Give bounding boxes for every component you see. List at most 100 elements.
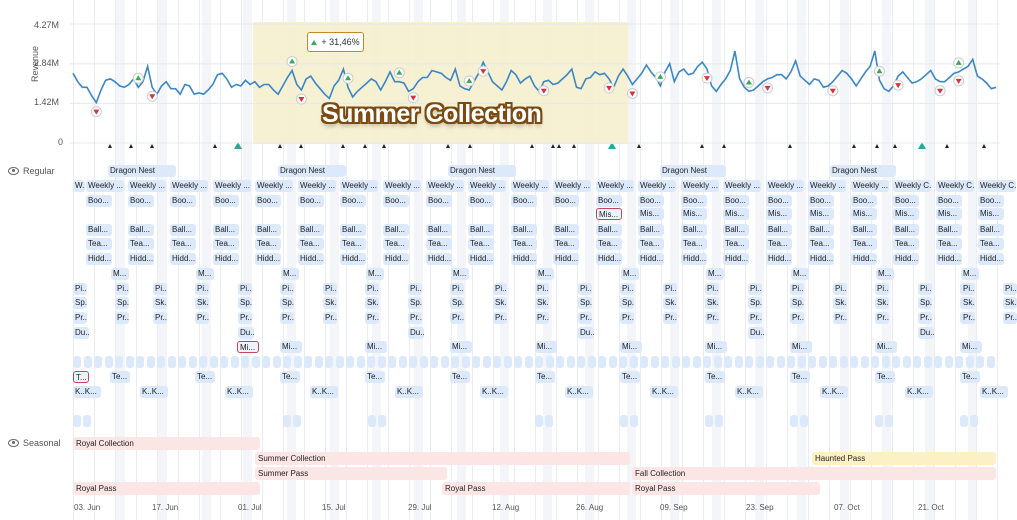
event-pill[interactable]: Pr... xyxy=(875,312,889,324)
event-pill[interactable]: Hidd... xyxy=(340,253,366,265)
event-marker[interactable] xyxy=(875,144,879,148)
event-pill[interactable]: Sk... xyxy=(833,297,847,309)
event-pill[interactable]: Weekly ... xyxy=(86,180,124,192)
event-pill[interactable] xyxy=(944,356,953,368)
event-pill[interactable] xyxy=(188,356,197,368)
event-pill[interactable]: Sk... xyxy=(323,297,337,309)
event-pill[interactable]: Tea... xyxy=(86,238,112,250)
event-pill[interactable]: Pi... xyxy=(875,283,889,295)
event-pill[interactable]: Boo... xyxy=(298,195,324,207)
event-pill[interactable]: Pr... xyxy=(73,312,87,324)
event-pill[interactable]: Pi... xyxy=(365,283,379,295)
event-marker[interactable] xyxy=(893,144,897,148)
event-pill[interactable] xyxy=(293,356,302,368)
event-pill[interactable]: Pr... xyxy=(918,312,932,324)
seasonal-bar[interactable]: Royal Pass xyxy=(73,482,260,495)
event-pill[interactable] xyxy=(839,356,848,368)
event-pill[interactable]: Ball... xyxy=(596,224,622,236)
event-pill[interactable]: Sk... xyxy=(705,297,719,309)
event-pill[interactable] xyxy=(577,356,585,368)
event-marker[interactable] xyxy=(108,144,112,148)
event-pill[interactable]: Mi... xyxy=(790,341,812,353)
event-pill[interactable]: Pi... xyxy=(195,283,209,295)
event-pill[interactable]: Boo... xyxy=(851,195,877,207)
event-pill[interactable]: K..K... xyxy=(225,386,253,398)
event-pill[interactable]: Ball... xyxy=(213,224,239,236)
event-pill[interactable] xyxy=(923,356,932,368)
event-pill[interactable]: Dragon Nest xyxy=(660,165,726,177)
event-pill[interactable]: Pi... xyxy=(493,283,507,295)
event-pill[interactable]: Boo... xyxy=(808,195,834,207)
event-pill[interactable]: Sp... xyxy=(918,297,932,309)
event-pill[interactable]: Sk... xyxy=(1003,297,1017,309)
event-pill[interactable]: T... xyxy=(73,371,89,383)
event-pill[interactable]: Weekly ... xyxy=(298,180,336,192)
event-pill[interactable]: M... xyxy=(111,268,129,280)
event-pill[interactable]: Sp... xyxy=(748,297,762,309)
event-marker[interactable] xyxy=(363,144,367,148)
event-pill[interactable] xyxy=(713,356,722,368)
event-pill[interactable] xyxy=(503,356,512,368)
event-pill[interactable]: Du... xyxy=(748,327,764,339)
event-pill[interactable]: Weekly C... xyxy=(978,180,1016,192)
event-marker[interactable] xyxy=(382,144,386,148)
event-pill[interactable]: Sk... xyxy=(663,297,677,309)
event-pill[interactable]: Hidd... xyxy=(851,253,877,265)
event-pill[interactable]: Mi... xyxy=(620,341,642,353)
event-pill[interactable]: Pi... xyxy=(153,283,167,295)
event-pill[interactable] xyxy=(629,356,638,368)
event-pill[interactable]: Sk... xyxy=(195,297,209,309)
event-pill[interactable]: Te... xyxy=(365,371,385,383)
event-pill[interactable] xyxy=(167,356,176,368)
event-pill[interactable] xyxy=(986,356,995,368)
event-pill[interactable]: Pi... xyxy=(1003,283,1017,295)
seasonal-bar[interactable]: Royal Pass xyxy=(632,482,820,495)
event-pill[interactable]: Du... xyxy=(238,327,254,339)
event-pill[interactable]: Pr... xyxy=(961,312,975,324)
event-pill[interactable]: Ball... xyxy=(808,224,834,236)
event-pill[interactable] xyxy=(461,356,470,368)
event-pill[interactable]: K..K... xyxy=(140,386,168,398)
event-pill[interactable]: Pr... xyxy=(365,312,379,324)
event-pill[interactable] xyxy=(650,356,659,368)
event-pill[interactable]: Sp... xyxy=(238,297,252,309)
event-pill[interactable]: Hidd... xyxy=(170,253,196,265)
event-pill[interactable]: Sp... xyxy=(408,297,422,309)
event-pill[interactable]: K..K... xyxy=(905,386,933,398)
event-pill[interactable]: M... xyxy=(706,268,724,280)
event-pill[interactable]: Tea... xyxy=(638,238,664,250)
event-pill[interactable]: Boo... xyxy=(426,195,452,207)
event-pill[interactable] xyxy=(83,415,91,427)
event-pill[interactable] xyxy=(157,356,165,368)
event-pill[interactable] xyxy=(734,356,743,368)
event-pill[interactable]: Du... xyxy=(578,327,594,339)
event-pill[interactable] xyxy=(766,356,774,368)
event-pill[interactable]: Boo... xyxy=(596,195,622,207)
event-pill[interactable]: Boo... xyxy=(383,195,409,207)
event-pill[interactable]: Hidd... xyxy=(553,253,579,265)
event-pill[interactable] xyxy=(335,356,344,368)
event-pill[interactable] xyxy=(356,356,365,368)
event-pill[interactable] xyxy=(790,415,798,427)
event-pill[interactable] xyxy=(378,415,386,427)
event-pill[interactable]: K..K... xyxy=(980,386,1008,398)
event-pill[interactable]: Weekly ... xyxy=(128,180,166,192)
event-pill[interactable] xyxy=(640,356,648,368)
event-pill[interactable] xyxy=(241,356,249,368)
event-pill[interactable] xyxy=(875,415,883,427)
event-pill[interactable]: Pr... xyxy=(280,312,294,324)
event-pill[interactable] xyxy=(146,356,155,368)
event-pill[interactable]: Boo... xyxy=(553,195,579,207)
event-pill[interactable]: Te... xyxy=(280,371,300,383)
event-pill[interactable] xyxy=(715,415,723,427)
event-pill[interactable]: Dragon Nest xyxy=(448,165,516,177)
event-pill[interactable]: Tea... xyxy=(936,238,962,250)
event-pill[interactable]: Pi... xyxy=(73,283,87,295)
event-pill[interactable]: Hidd... xyxy=(596,253,622,265)
event-pill[interactable]: Boo... xyxy=(255,195,281,207)
event-pill[interactable] xyxy=(881,356,890,368)
event-pill[interactable]: M... xyxy=(366,268,384,280)
event-pill[interactable] xyxy=(620,415,628,427)
event-pill[interactable] xyxy=(535,356,543,368)
event-marker[interactable] xyxy=(213,144,217,148)
